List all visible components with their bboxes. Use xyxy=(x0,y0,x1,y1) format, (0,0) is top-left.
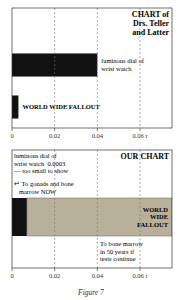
tick xyxy=(97,268,98,271)
series-label: ↵ To gonads and bone marrow NOW xyxy=(14,180,74,195)
annotation: To bone marrowin 50 years iftests contin… xyxy=(100,240,143,262)
tick-label: 0.04 xyxy=(92,272,104,279)
tick-label: 0 xyxy=(10,272,13,279)
tick-label: 0.04 xyxy=(92,132,104,139)
grid-line xyxy=(97,8,98,128)
tick-label: 0.06 r xyxy=(132,272,148,279)
title: OUR CHART xyxy=(121,152,170,161)
plot-frame xyxy=(12,150,172,268)
bar xyxy=(12,95,18,118)
tick xyxy=(54,128,55,131)
tick-label: 0.02 xyxy=(49,132,60,139)
tick xyxy=(12,268,13,271)
chart: luminous dial ofwrist watch WORLD WIDE FA… xyxy=(10,8,172,139)
figure: luminous dial ofwrist watch WORLD WIDE FA… xyxy=(0,0,182,300)
bar-segment xyxy=(12,198,27,236)
plot-frame xyxy=(12,8,172,128)
tick xyxy=(97,128,98,131)
tick xyxy=(12,128,13,131)
tick xyxy=(140,128,141,131)
grid-line xyxy=(140,150,141,268)
annotation: luminous dial ofwrist watch 0.0003— too … xyxy=(13,152,68,174)
grid-line xyxy=(54,150,55,268)
tick-label: 0.06 r xyxy=(132,132,148,139)
grid-line xyxy=(54,8,55,128)
marks xyxy=(12,198,172,236)
tick-label: 0 xyxy=(10,132,13,139)
tick-label: 0.02 xyxy=(49,272,60,279)
grid-line xyxy=(97,150,98,268)
tick xyxy=(54,268,55,271)
bar-label: WORLD WIDE FALLOUT xyxy=(22,103,100,110)
title: CHART ofDrs. Tellerand Latter xyxy=(132,10,170,37)
figure-label: Figure 7 xyxy=(77,288,104,297)
bar-segment xyxy=(27,198,172,236)
tick xyxy=(140,268,141,271)
bar-label: luminous dial ofwrist watch xyxy=(101,57,144,72)
chart: ↵ To gonads and bone marrow NOW WORLDWIDE… xyxy=(10,150,172,279)
series-label: WORLDWIDEFALLOUT xyxy=(137,206,169,228)
